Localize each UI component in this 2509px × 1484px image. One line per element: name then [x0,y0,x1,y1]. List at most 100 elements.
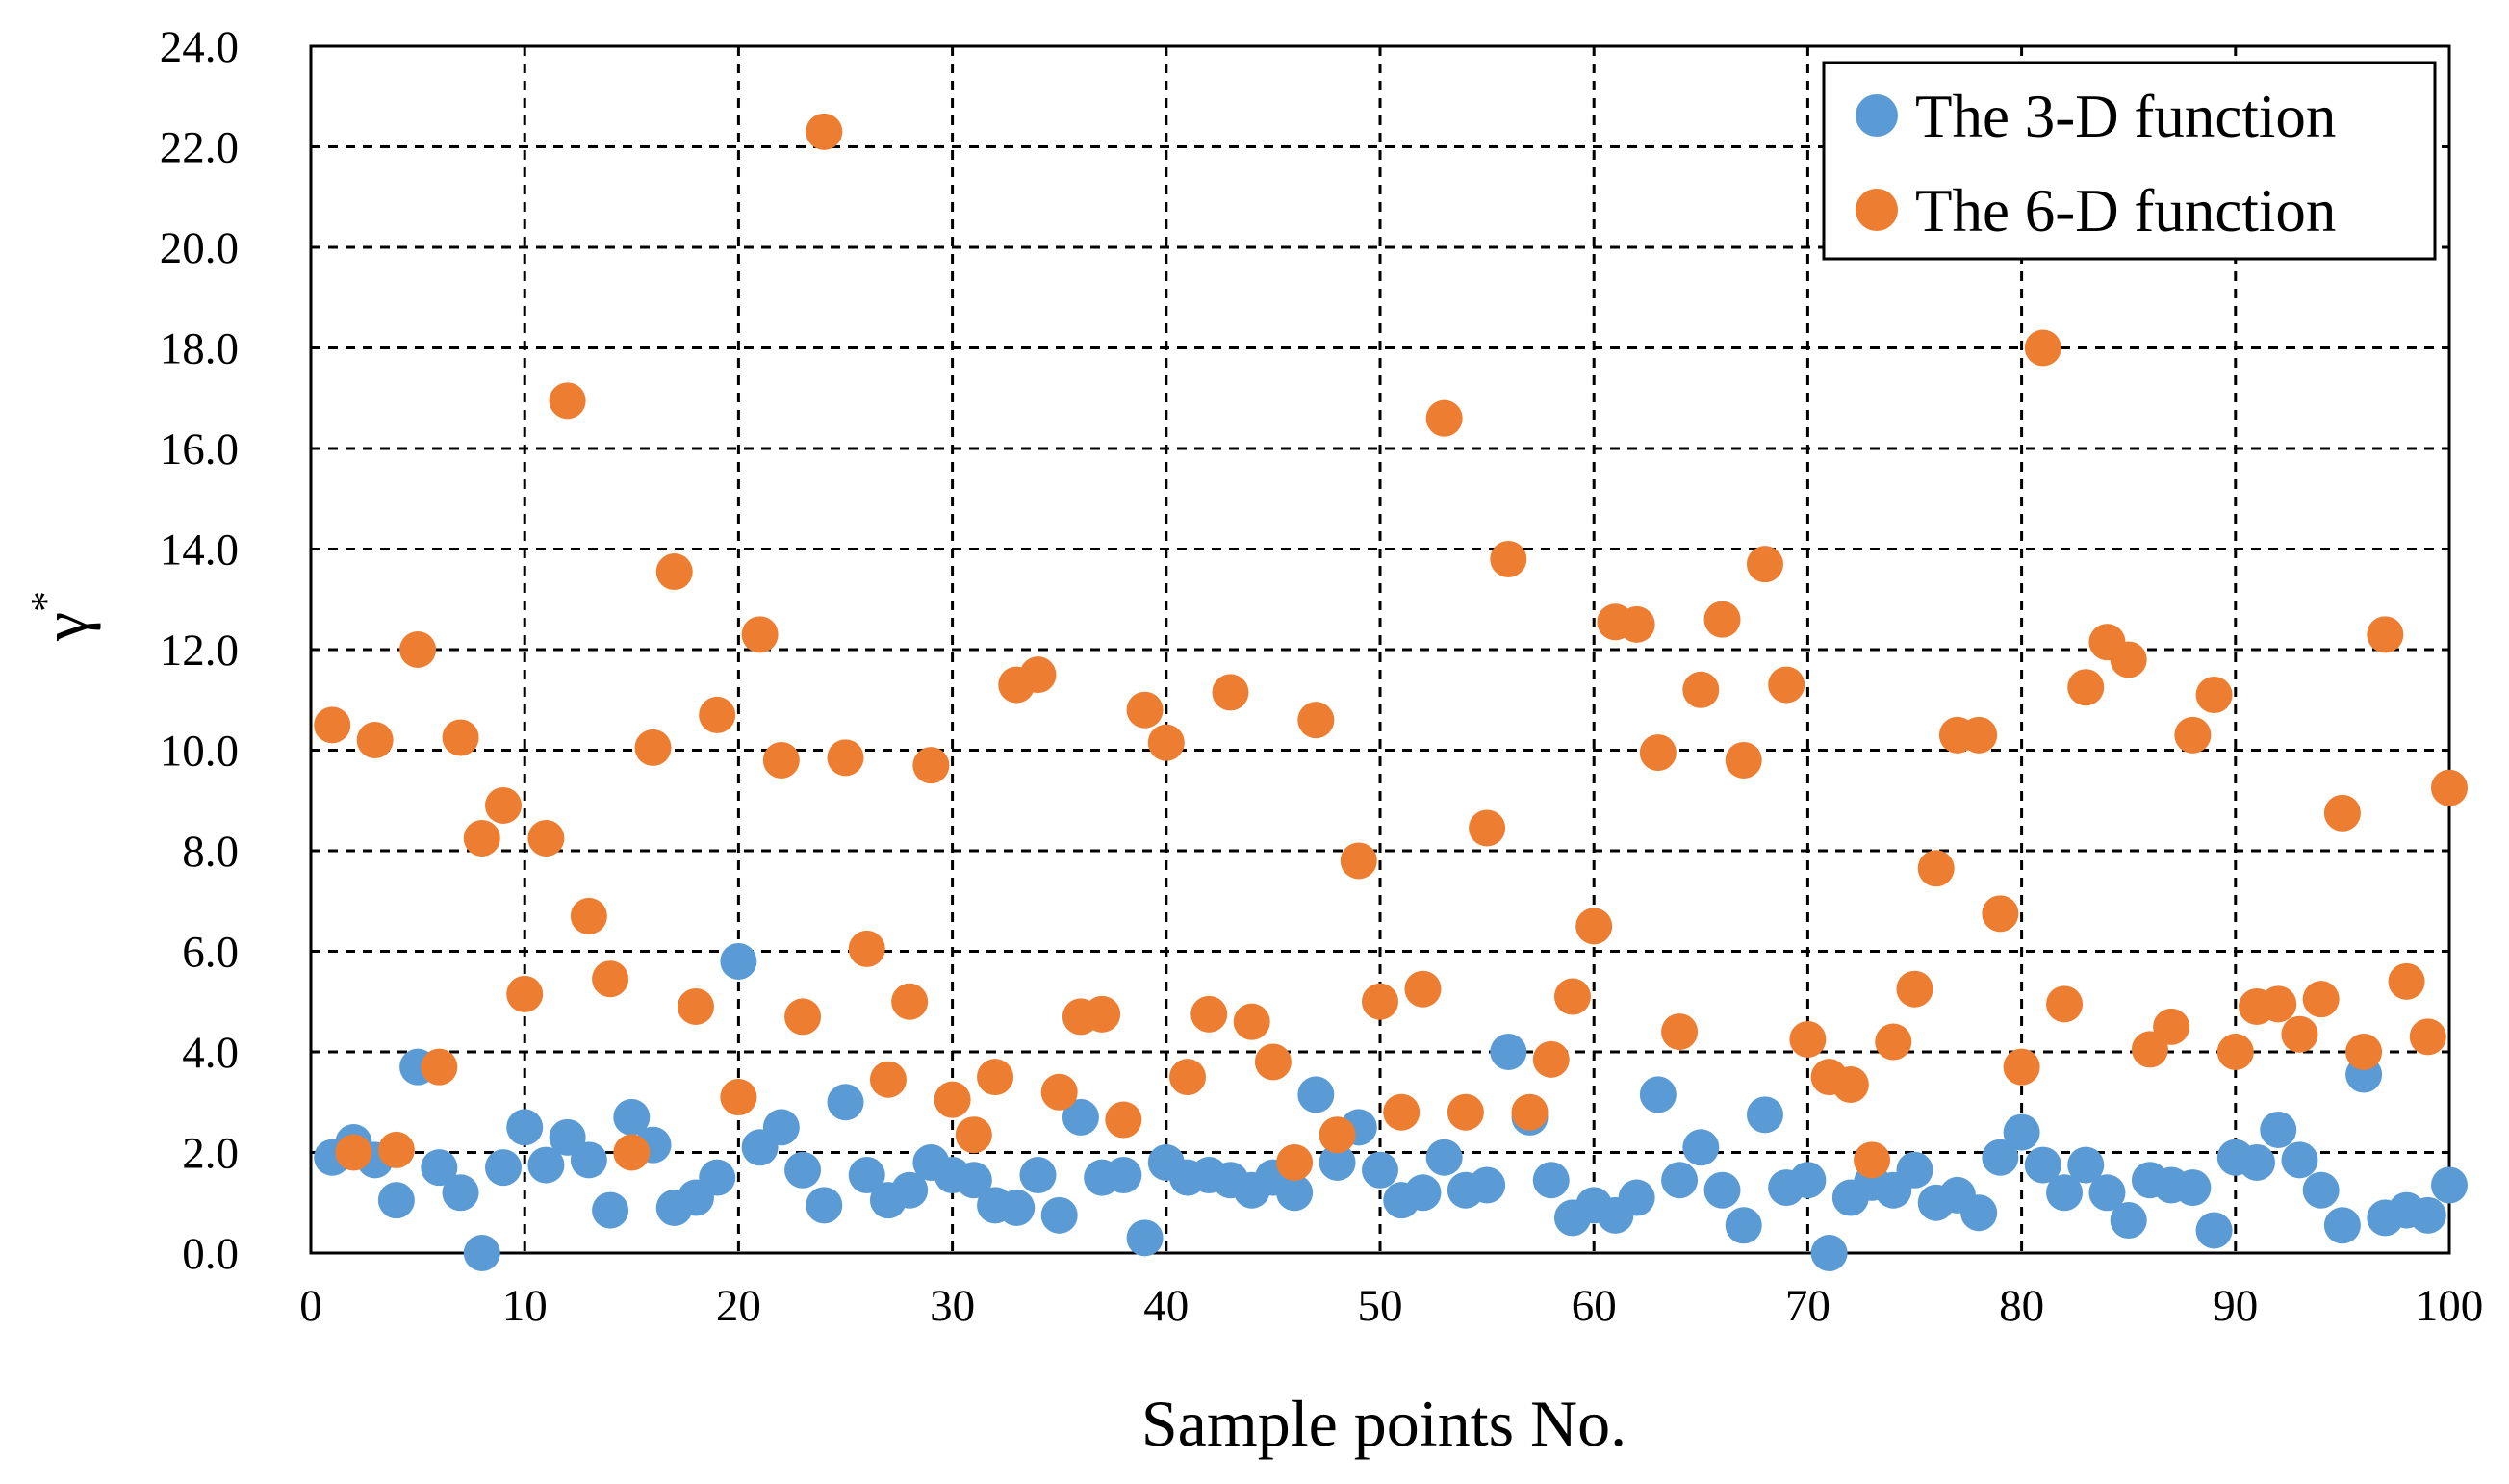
x-tick-label: 60 [1572,1281,1617,1331]
data-point [827,1084,864,1121]
data-point [891,1171,929,1209]
y-tick-label: 22.0 [160,123,239,173]
data-point [2195,1212,2233,1249]
data-point [2024,329,2061,367]
data-point [677,987,714,1025]
data-point [869,1061,907,1098]
data-point [912,747,950,784]
data-point [1703,601,1741,638]
data-point [2367,616,2404,653]
data-point [1553,978,1591,1015]
data-point [1896,1151,1933,1189]
data-point [1447,1093,1484,1131]
plot-area-border [309,44,2451,1255]
data-point [955,1116,992,1154]
data-point [2281,1141,2318,1179]
data-point [1789,1162,1827,1199]
data-point [1404,970,1442,1008]
data-point [1297,702,1335,739]
y-axis-tick-labels: 0.0 2.0 4.0 6.0 8.0 10.0 12.0 14.0 16.0 18.0 20.0 2… [160,22,239,1279]
data-point [527,819,565,857]
data-point [1490,540,1527,577]
data-point [2110,1202,2147,1240]
y-axis-title-symbol: γ [28,612,101,642]
data-point [1854,1141,1891,1179]
data-point [1639,1076,1677,1113]
data-point [592,1191,629,1229]
x-tick-label: 20 [716,1281,761,1331]
data-point [741,616,779,653]
data-point [634,729,672,766]
data-point [527,1146,565,1184]
data-point [699,1159,736,1196]
data-point [314,706,351,744]
data-point [1297,1076,1335,1113]
data-point [1084,995,1121,1033]
data-point [613,1098,651,1136]
data-point [2174,1169,2212,1207]
data-point [2409,1018,2446,1056]
data-point [1233,1003,1270,1040]
data-point [2088,1174,2126,1212]
data-point [848,930,885,967]
data-point [2281,1015,2318,1053]
y-axis-title-superscript: * [22,591,69,612]
data-point [570,1141,607,1179]
data-point [1040,1196,1078,1234]
data-point [1917,850,1955,887]
legend-marker-6d [1856,189,1898,231]
y-tick-label: 14.0 [160,525,239,576]
x-axis-title: Sample points No. [1141,1387,1626,1460]
x-tick-label: 50 [1358,1281,1403,1331]
data-point [506,1109,544,1146]
data-point [1661,1013,1699,1051]
data-point [1960,1194,1998,1232]
data-point [2024,1146,2061,1184]
data-point [1212,674,1249,711]
data-point [1682,671,1720,708]
data-point [1982,895,2019,933]
legend: The 3-D function The 6-D function [1822,61,2437,261]
y-tick-label: 0.0 [182,1229,239,1279]
data-point [2323,794,2361,832]
data-point [1276,1143,1314,1181]
data-point [1276,1174,1314,1212]
data-point [806,113,843,150]
data-point [1425,399,1463,437]
data-point [1490,1034,1527,1070]
data-point [1126,691,1164,729]
y-tick-label: 10.0 [160,727,239,777]
y-tick-label: 16.0 [160,424,239,474]
y-tick-label: 4.0 [182,1028,239,1078]
data-point [484,1149,522,1187]
data-points [314,113,2468,1271]
data-point [2153,1008,2190,1045]
data-point [1126,1219,1164,1257]
data-point [1639,734,1677,772]
data-point [356,722,394,759]
data-point [806,1187,843,1224]
data-point [2216,1034,2254,1070]
data-point [1725,741,1762,779]
data-point [891,983,929,1020]
data-point [1618,605,1655,643]
data-point [1105,1157,1142,1194]
data-point [442,1174,479,1212]
data-point [1019,1157,1057,1194]
data-point [827,739,864,777]
data-point [848,1157,885,1194]
data-point [2003,1048,2040,1086]
legend-marker-3d [1856,94,1898,137]
data-point [1532,1040,1570,1078]
data-point [1511,1093,1549,1131]
x-axis-tick-labels: 0 10 20 30 40 50 60 70 80 90 100 [299,1281,2483,1331]
data-point [1425,1139,1463,1176]
data-point [1896,970,1933,1008]
data-point [762,1109,800,1146]
data-point [2046,985,2084,1023]
data-point [1618,1179,1655,1216]
legend-label-3d: The 3-D function [1915,83,2336,150]
data-point [1682,1129,1720,1166]
data-point [484,786,522,824]
data-point [377,1182,415,1219]
